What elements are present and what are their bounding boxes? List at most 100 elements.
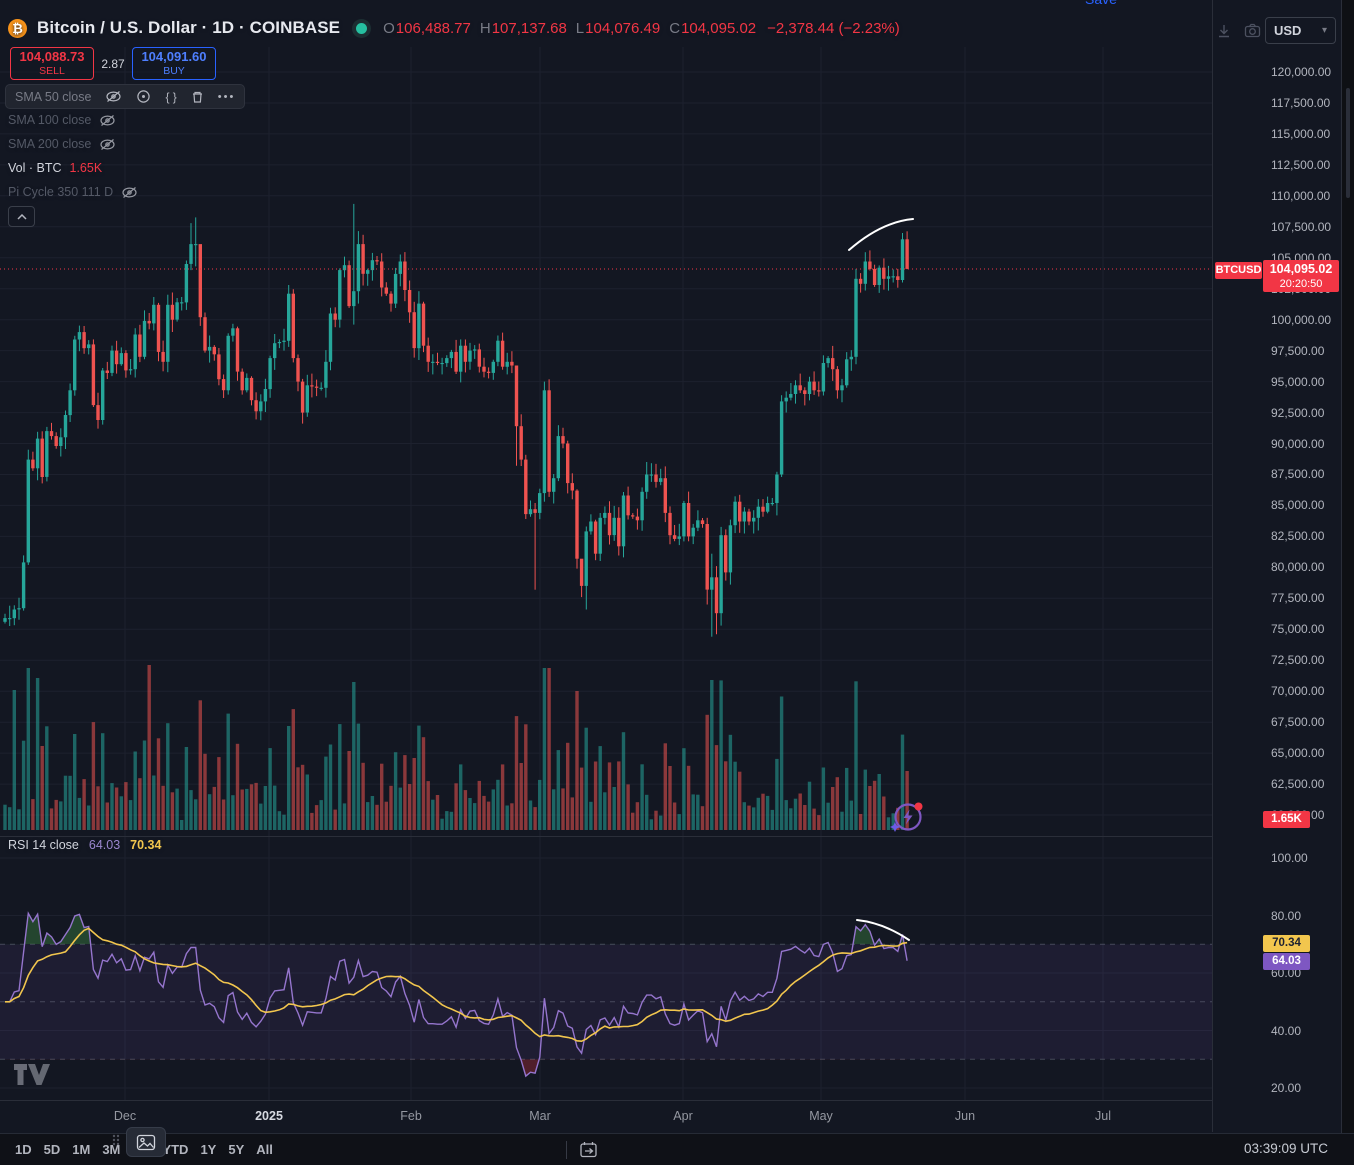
- price-tick: 72,500.00: [1271, 653, 1325, 667]
- last-price-label: 104,095.02 20:20:50: [1263, 260, 1339, 292]
- legend-row-sma200[interactable]: SMA 200 close: [8, 137, 116, 151]
- legend-row-volume[interactable]: Vol · BTC 1.65K: [8, 161, 102, 175]
- delete-indicator-icon[interactable]: [191, 90, 204, 104]
- rsi-tick: 20.00: [1271, 1081, 1302, 1095]
- time-tick-2025: 2025: [255, 1109, 283, 1123]
- indicator-toolbar-sma50: SMA 50 close { } •••: [5, 84, 246, 109]
- eye-hidden-icon[interactable]: [121, 186, 138, 199]
- tradingview-logo[interactable]: [14, 1064, 50, 1086]
- rsi-legend[interactable]: RSI 14 close 64.03 70.34: [8, 838, 161, 852]
- trade-panel: 104,088.73 SELL 2.87 104,091.60 BUY: [10, 47, 216, 80]
- range-1m-button[interactable]: 1M: [72, 1142, 91, 1157]
- more-options-icon[interactable]: •••: [217, 90, 236, 103]
- ohlc-values: O106,488.77 H107,137.68 L104,076.49 C104,09…: [383, 20, 900, 37]
- symbol-title[interactable]: Bitcoin / U.S. Dollar · 1D · COINBASE: [37, 18, 341, 37]
- rsi-title: RSI 14 close: [8, 838, 79, 852]
- scrollbar-thumb[interactable]: [1346, 88, 1350, 198]
- time-tick-mar: Mar: [529, 1109, 551, 1123]
- rsi-ma-axis-badge: 70.34: [1263, 935, 1310, 952]
- time-tick-jun: Jun: [954, 1109, 976, 1123]
- range-ytd-button[interactable]: YTD: [162, 1142, 189, 1157]
- time-tick-may: May: [809, 1109, 833, 1123]
- pi-cycle-label: Pi Cycle 350 111 D: [8, 185, 114, 199]
- hide-indicator-icon[interactable]: [105, 90, 122, 103]
- range-3m-button[interactable]: 3M: [102, 1142, 121, 1157]
- symbol-header: ₿ Bitcoin / U.S. Dollar · 1D · COINBASE …: [8, 18, 900, 38]
- price-tick: 65,000.00: [1271, 746, 1325, 760]
- range-all-button[interactable]: All: [256, 1142, 273, 1157]
- price-tick: 117,500.00: [1271, 96, 1331, 110]
- camera-snapshot-icon[interactable]: [1244, 23, 1261, 43]
- spread-value: 2.87: [101, 56, 125, 71]
- bottom-toolbar: 1D5D1M3M6MYTD1Y5YAll 03:39:09 UTC: [0, 1127, 1354, 1165]
- currency-value: USD: [1274, 23, 1302, 38]
- range-1y-button[interactable]: 1Y: [200, 1142, 217, 1157]
- toolbar-divider: [565, 1140, 567, 1159]
- ohlc-item: C104,095.02: [669, 19, 757, 37]
- buy-button[interactable]: 104,091.60 BUY: [132, 47, 216, 80]
- rsi-value: 64.03: [88, 838, 121, 852]
- drag-handle-icon[interactable]: [110, 1132, 122, 1153]
- chevron-down-icon: ▾: [1321, 25, 1327, 36]
- price-axis[interactable]: USD ▾ 120,000.00 117,500.00 115,000.00 112,…: [1212, 0, 1341, 1132]
- sma50-label[interactable]: SMA 50 close: [15, 89, 92, 104]
- rsi-tick: 80.00: [1271, 909, 1302, 923]
- legend-row-sma100[interactable]: SMA 100 close: [8, 113, 116, 127]
- ai-insights-icon[interactable]: [888, 798, 926, 836]
- side-panel-strip[interactable]: [1341, 0, 1354, 1133]
- pane-separator[interactable]: [0, 836, 1341, 837]
- save-button[interactable]: Save: [1085, 0, 1117, 7]
- trendline-drawings[interactable]: [848, 218, 914, 941]
- eye-hidden-icon[interactable]: [99, 138, 116, 151]
- range-5d-button[interactable]: 5D: [43, 1142, 61, 1157]
- ohlc-item: H107,137.68: [479, 19, 567, 37]
- change-value: −2,378.44 (−2.23%): [767, 19, 900, 37]
- price-tick: 70,000.00: [1271, 684, 1325, 698]
- time-axis[interactable]: Dec2025FebMarAprMayJunJulAug: [0, 1100, 1341, 1133]
- price-tick: 85,000.00: [1271, 498, 1325, 512]
- ohlc-item: L104,076.49: [575, 19, 661, 37]
- volume-label: Vol · BTC: [8, 161, 62, 175]
- rsi-tick: 40.00: [1271, 1024, 1302, 1038]
- download-icon[interactable]: [1216, 23, 1232, 44]
- market-status-dot: [356, 22, 368, 34]
- sell-button[interactable]: 104,088.73 SELL: [10, 47, 94, 80]
- volume-bars: [3, 665, 909, 830]
- price-tick: 115,000.00: [1271, 127, 1331, 141]
- chevron-up-icon: [16, 213, 27, 220]
- last-price-value: 104,095.02: [1269, 262, 1333, 276]
- volume-axis-badge: 1.65K: [1263, 811, 1310, 828]
- volume-value: 1.65K: [69, 161, 103, 175]
- chart-plot-area[interactable]: [0, 0, 1246, 1100]
- price-tick: 77,500.00: [1271, 591, 1325, 605]
- range-1d-button[interactable]: 1D: [15, 1142, 32, 1157]
- price-tick: 67,500.00: [1271, 715, 1325, 729]
- rsi-plot: [5, 911, 908, 1078]
- image-snapshot-button[interactable]: [126, 1127, 166, 1157]
- sma100-label: SMA 100 close: [8, 113, 92, 127]
- currency-dropdown[interactable]: USD ▾: [1265, 17, 1336, 44]
- price-tick: 100,000.00: [1271, 313, 1332, 327]
- time-tick-jul: Jul: [1095, 1109, 1111, 1123]
- eye-hidden-icon[interactable]: [99, 114, 116, 127]
- source-code-icon[interactable]: { }: [165, 89, 177, 104]
- price-tick: 92,500.00: [1271, 406, 1325, 420]
- ohlc-item: O106,488.77: [383, 19, 471, 37]
- price-tick: 90,000.00: [1271, 437, 1325, 451]
- range-5y-button[interactable]: 5Y: [228, 1142, 245, 1157]
- rsi-value-axis-badge: 64.03: [1263, 953, 1310, 970]
- legend-row-pi-cycle[interactable]: Pi Cycle 350 111 D: [8, 185, 138, 199]
- image-icon: [136, 1134, 156, 1150]
- price-tick: 95,000.00: [1271, 375, 1325, 389]
- collapse-legend-button[interactable]: [8, 206, 35, 227]
- indicator-settings-icon[interactable]: [136, 89, 151, 104]
- price-tick: 75,000.00: [1271, 622, 1325, 636]
- clock-utc[interactable]: 03:39:09 UTC: [1243, 1141, 1328, 1156]
- buy-label: BUY: [163, 64, 185, 77]
- price-tick: 120,000.00: [1271, 65, 1332, 79]
- bitcoin-icon: ₿: [8, 18, 27, 38]
- bar-countdown: 20:20:50: [1279, 277, 1323, 290]
- go-to-date-button[interactable]: [579, 1141, 598, 1158]
- chart-canvas[interactable]: [0, 0, 1246, 1100]
